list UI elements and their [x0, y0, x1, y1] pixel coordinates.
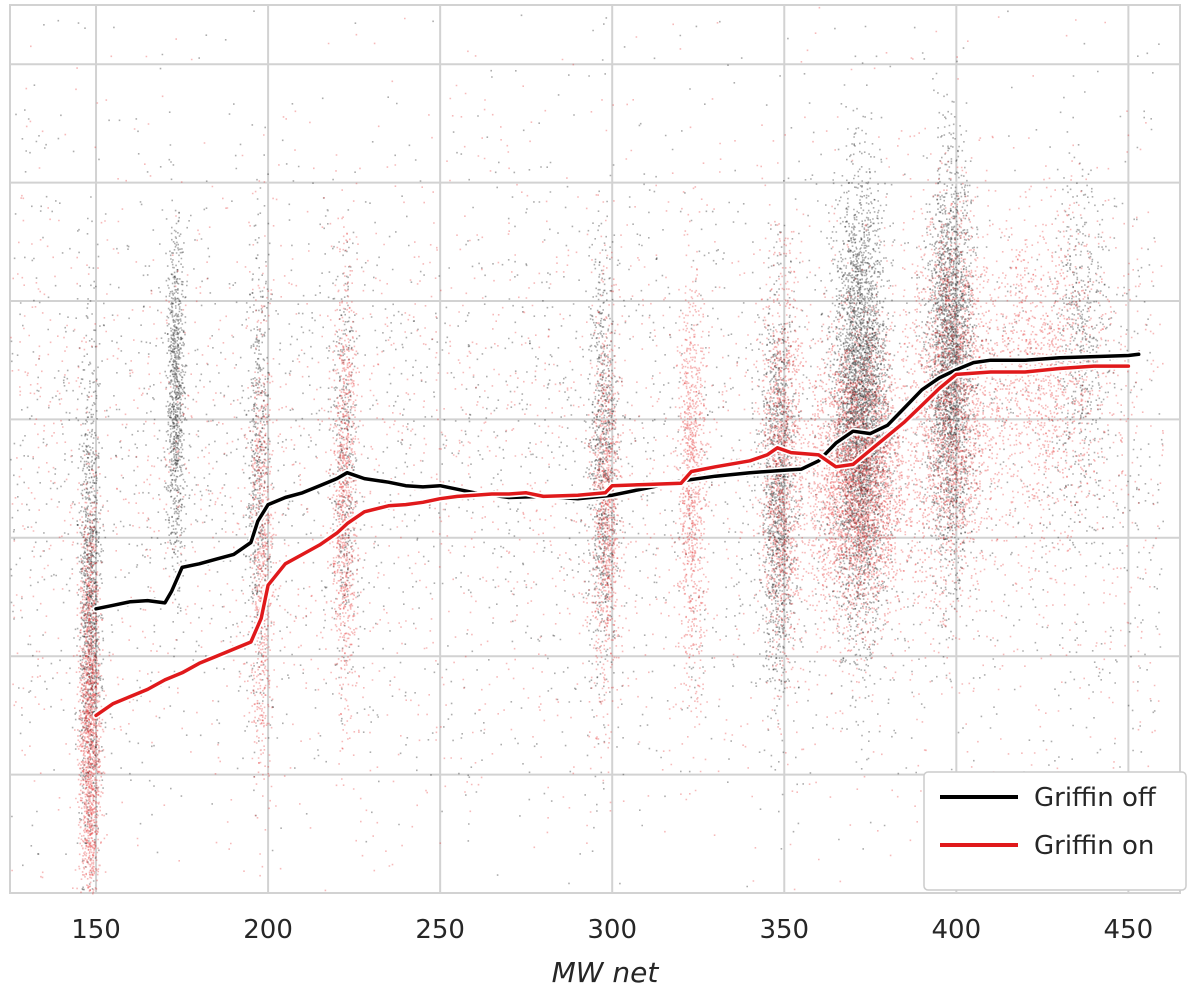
plot-frame: [9, 4, 1181, 894]
smoothed-lines: [92, 350, 1143, 719]
x-tick-label-450: 450: [1104, 915, 1154, 945]
x-tick-label-200: 200: [243, 915, 293, 945]
grid: [9, 4, 1181, 894]
x-tick-label-350: 350: [759, 915, 809, 945]
series-line-griffin-on: [94, 364, 1131, 718]
legend: Griffin off Griffin on: [923, 771, 1187, 891]
x-tick-label-400: 400: [932, 915, 982, 945]
legend-box: [923, 771, 1187, 891]
x-tick-label-250: 250: [415, 915, 465, 945]
x-axis-label: MW net: [552, 956, 660, 989]
x-tick-labels: 150 200 250 300 350 400 450: [71, 915, 1153, 945]
x-tick-label-150: 150: [71, 915, 121, 945]
series-line-griffin-off: [94, 352, 1141, 611]
x-tick-label-300: 300: [587, 915, 637, 945]
legend-label-off: Griffin off: [1034, 783, 1157, 813]
legend-label-on: Griffin on: [1034, 831, 1154, 861]
